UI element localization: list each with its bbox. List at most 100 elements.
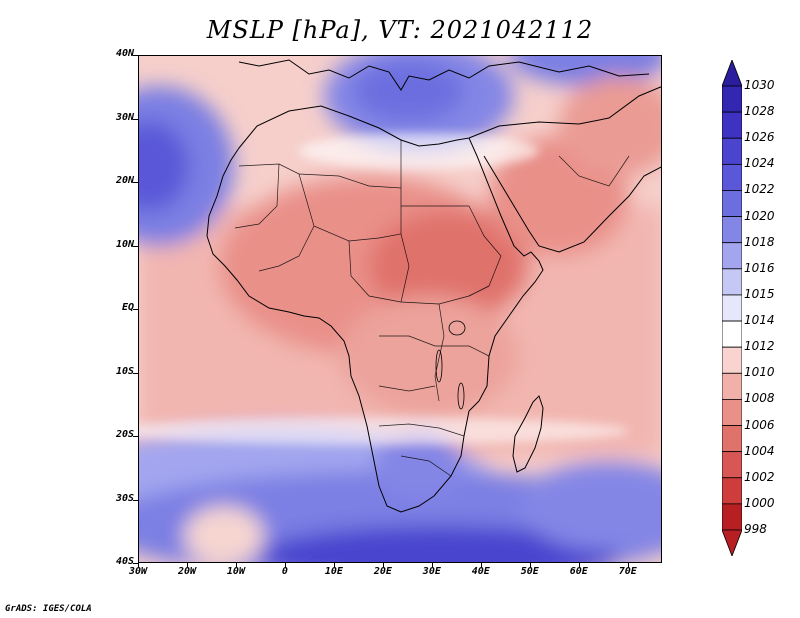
latitude-label: 30S: [115, 492, 134, 504]
longitude-label: 20E: [373, 566, 392, 577]
africa-coastline: [206, 105, 544, 513]
colorbar-segment: [721, 425, 743, 453]
field-southern-high-core: [259, 526, 619, 562]
colorbar-segment: [721, 399, 743, 426]
colorbar-segment: [721, 111, 743, 139]
coastlines: [206, 59, 661, 513]
longitude-tick: [627, 563, 629, 567]
latitude-label: 40S: [115, 556, 134, 567]
pressure-field-map: [139, 56, 661, 562]
colorbar-level-label: 1018: [744, 234, 775, 249]
colorbar-level-label: 1002: [744, 469, 775, 484]
longitude-label: 0: [281, 566, 288, 577]
longitude-label: 30E: [422, 566, 441, 577]
longitude-tick: [431, 563, 433, 567]
latitude-label: 40N: [115, 48, 134, 59]
longitude-label: 30W: [128, 566, 148, 577]
colorbar-level-label: 1026: [744, 130, 775, 145]
country-borders: [234, 140, 630, 477]
colorbar-segment: [721, 503, 743, 531]
latitude-label: EQ: [121, 302, 134, 313]
europe-coastline: [238, 59, 650, 91]
longitude-label: 60E: [569, 566, 588, 577]
latitude-tick: [133, 563, 138, 564]
colorbar-level-label: 1016: [744, 260, 775, 275]
latitude-label: 30N: [115, 111, 134, 123]
colorbar-segment: [721, 477, 743, 505]
colorbar-level-label: 1028: [744, 104, 775, 119]
colorbar-segment: [721, 372, 743, 400]
colorbar-segment: [721, 294, 743, 322]
colorbar-level-label: 1006: [744, 417, 775, 432]
latitude-tick: [133, 499, 138, 501]
longitude-label: 10E: [324, 566, 343, 577]
field-southern-africa-high: [374, 431, 464, 501]
field-iran-low: [559, 76, 661, 176]
colorbar-top-arrow: [721, 58, 743, 87]
longitude-tick: [480, 563, 482, 567]
colorbar-segment: [721, 320, 743, 348]
latitude-label: 10N: [115, 238, 134, 250]
arabia-coastline: [468, 86, 661, 253]
colorbar-segment: [721, 85, 743, 113]
field-white-band-south: [139, 417, 629, 445]
field-azores-high-core: [139, 121, 189, 211]
colorbar-level-label: 1004: [744, 443, 775, 458]
madagascar-coastline: [512, 395, 544, 473]
field-indian-ocean-high: [519, 461, 661, 551]
latitude-tick: [133, 372, 138, 374]
colorbar-segment: [721, 190, 743, 217]
longitude-tick: [333, 563, 335, 567]
colorbar-segment: [721, 346, 743, 374]
longitude-label: 10W: [226, 566, 245, 577]
longitude-tick: [382, 563, 384, 567]
map-title: MSLP [hPa], VT: 2021042112: [206, 16, 594, 44]
colorbar-level-label: 1008: [744, 391, 775, 406]
colorbar-segment: [721, 216, 743, 244]
field-white-band-north: [299, 133, 539, 169]
colorbar-level-label: 1014: [744, 313, 775, 328]
colorbar-segment: [721, 451, 743, 479]
latitude-label: 20N: [115, 175, 134, 186]
longitude-tick: [235, 563, 237, 567]
latitude-tick: [133, 436, 138, 437]
latitude-tick: [133, 245, 138, 247]
latitude-tick: [133, 309, 138, 310]
colorbar-bottom-arrow: [721, 529, 743, 558]
lake-malawi: [457, 382, 465, 410]
longitude-label: 50E: [520, 566, 539, 577]
latitude-tick: [133, 55, 138, 56]
colorbar-level-label: 1020: [744, 208, 775, 223]
latitude-label: 10S: [115, 365, 134, 377]
colorbar-level-label: 1010: [744, 365, 775, 380]
colorbar-segment: [721, 137, 743, 165]
latitude-tick: [133, 118, 138, 120]
field-central-africa: [339, 296, 519, 416]
colorbar-level-label: 1015: [744, 286, 775, 301]
credit-text: GrADS: IGES/COLA: [5, 604, 92, 614]
map-panel: [138, 55, 662, 563]
colorbar-level-label: 1000: [744, 495, 775, 510]
longitude-label: 70E: [618, 566, 637, 577]
longitude-label: 40E: [471, 566, 490, 577]
longitude-tick: [529, 563, 531, 567]
lake-victoria: [448, 320, 466, 336]
colorbar-level-label: 1030: [744, 78, 775, 92]
latitude-label: 20S: [115, 429, 134, 440]
colorbar-svg: [721, 58, 743, 558]
longitude-tick: [186, 563, 188, 567]
field-sudan-low: [369, 211, 529, 321]
colorbar-segment: [721, 163, 743, 191]
longitude-label: 20W: [177, 566, 196, 577]
colorbar-level-label: 1024: [744, 156, 775, 171]
colorbar-segment: [721, 268, 743, 296]
field-mediterranean-high-core: [354, 61, 464, 121]
colorbar-level-label: 998: [744, 522, 767, 536]
latitude-tick: [133, 182, 138, 183]
colorbar-level-label: 1012: [744, 339, 775, 354]
longitude-tick: [284, 563, 286, 567]
lake-tanganyika: [435, 349, 443, 383]
field-southwest-low: [184, 506, 264, 562]
longitude-tick: [138, 563, 139, 567]
colorbar-level-label: 1022: [744, 182, 775, 197]
